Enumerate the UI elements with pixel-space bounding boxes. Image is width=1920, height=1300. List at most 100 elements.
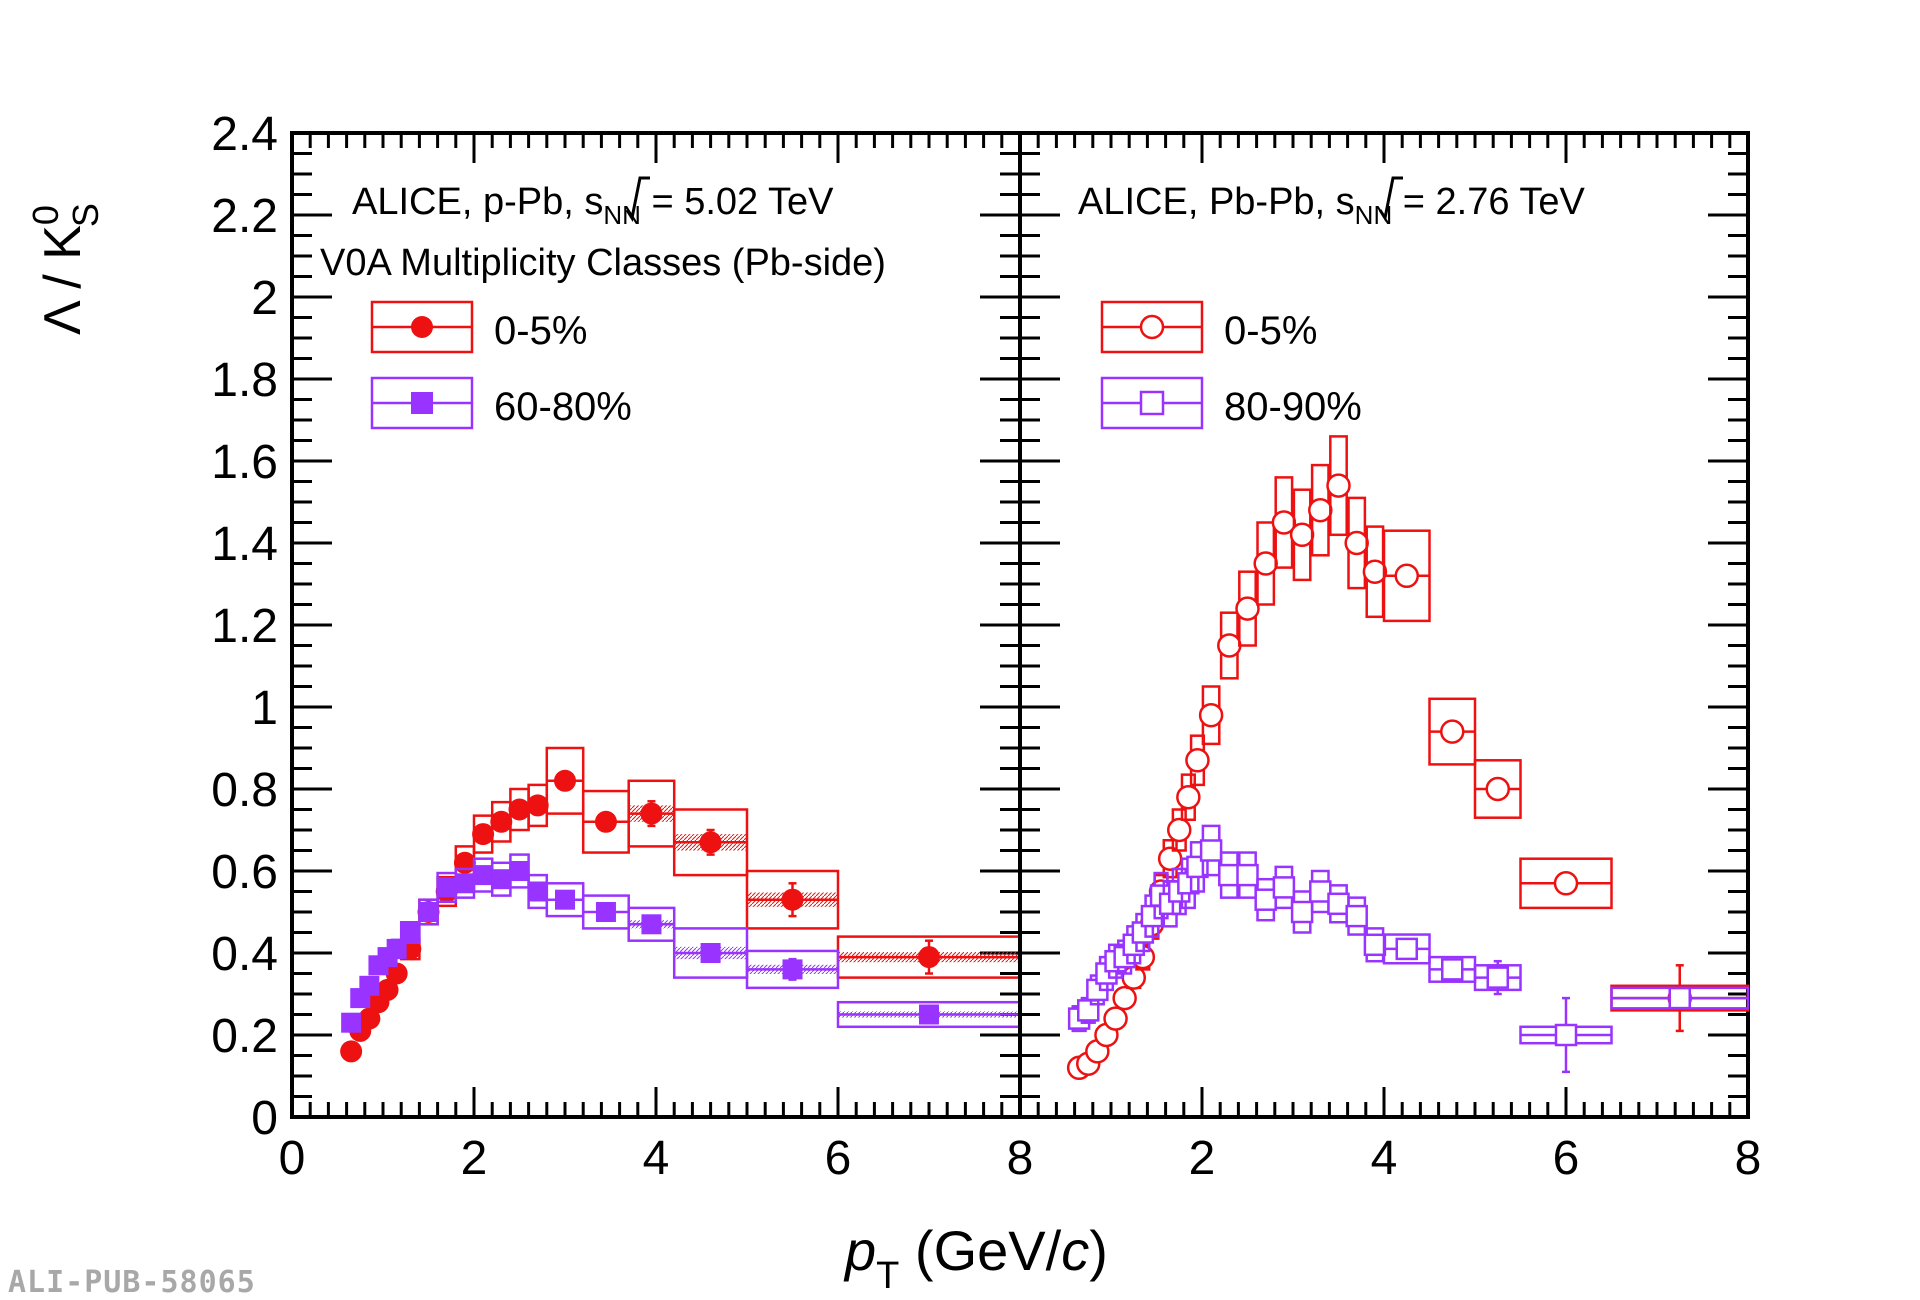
right-marker-80-90%-14 [1199, 839, 1223, 862]
ytick-label: 0.8 [211, 764, 278, 817]
left-marker-60-80%-0 [341, 1012, 362, 1033]
right-marker-0-5%-27 [1553, 871, 1579, 896]
x-axis-title-main: p [843, 1219, 876, 1282]
left-marker-0-5%-14 [554, 769, 576, 792]
left-legend-marker-1 [411, 392, 433, 414]
left-marker-60-80%-9 [454, 873, 475, 894]
left-marker-0-5%-17 [699, 831, 722, 854]
left-marker-0-5%-9 [453, 851, 476, 874]
right-marker-80-90%-27 [1554, 1023, 1578, 1047]
right-marker-80-90%-23 [1363, 933, 1387, 957]
left-xtick-label: 2 [461, 1132, 488, 1185]
right-xtick-label: 4 [1371, 1132, 1398, 1185]
left-marker-60-80%-16 [641, 914, 662, 935]
right-sqrt-sign [1378, 176, 1403, 222]
left-marker-60-80%-11 [491, 869, 512, 890]
left-marker-60-80%-7 [418, 902, 439, 922]
panel-left: 0 2 4 6 8 0 0.2 0.4 0.6 0.8 1 1.2 1.4 1.6 1.8 2 2.2 2.4 [211, 108, 1033, 1185]
ytick-label: 2 [251, 272, 278, 325]
left-legend: 0-5% 60-80% [370, 300, 632, 430]
right-xtick-label: 2 [1189, 1132, 1216, 1185]
right-marker-0-5%-24 [1394, 563, 1419, 589]
x-axis-title: pT (GeV/c) [843, 1219, 1108, 1297]
left-xtick-label: 8 [1007, 1132, 1034, 1185]
right-xtick-label: 6 [1553, 1132, 1580, 1185]
right-legend-marker-0 [1139, 314, 1165, 340]
left-marker-0-5%-16 [640, 802, 663, 825]
right-marker-0-5%-15 [1217, 633, 1242, 658]
left-title-prefix: ALICE, p-Pb, [352, 181, 584, 223]
left-marker-0-5%-19 [918, 946, 940, 969]
y-axis-title-sub: S [65, 203, 106, 227]
left-marker-0-5%-2 [358, 1007, 381, 1030]
left-marker-0-5%-0 [340, 1040, 363, 1063]
right-marker-0-5%-22 [1344, 530, 1369, 556]
left-marker-0-5%-4 [376, 978, 399, 1001]
x-axis-title-unit-open: (GeV/ [899, 1219, 1061, 1282]
left-legend-marker-0 [411, 316, 433, 338]
ytick-label: 1 [251, 682, 278, 735]
right-title-suffix: = 2.76 TeV [1392, 181, 1585, 223]
left-panel-subtitle: V0A Multiplicity Classes (Pb-side) [320, 242, 886, 284]
left-marker-0-5%-13 [526, 794, 549, 817]
y-axis-title-sup: 0 [25, 205, 66, 225]
left-marker-60-80%-8 [436, 877, 457, 898]
right-marker-0-5%-25 [1440, 719, 1465, 744]
left-marker-60-80%-10 [473, 865, 494, 886]
right-marker-80-90%-16 [1236, 863, 1259, 887]
right-marker-0-5%-13 [1185, 748, 1210, 773]
left-marker-60-80%-18 [782, 959, 803, 980]
panel-right: 2 4 6 8 [1018, 131, 1762, 1185]
x-axis-title-unit-close: ) [1089, 1219, 1108, 1282]
ytick-label: 1.2 [211, 600, 278, 653]
left-marker-60-80%-2 [359, 975, 380, 996]
left-xtick-label: 4 [643, 1132, 670, 1185]
left-title-suffix: = 5.02 TeV [641, 181, 834, 223]
ytick-label: 2.4 [211, 108, 278, 161]
right-legend-label-1: 80-90% [1224, 385, 1362, 429]
left-marker-0-5%-12 [508, 798, 531, 821]
y-axis-title-main: Λ / K [34, 225, 92, 335]
right-marker-0-5%-5 [1112, 985, 1137, 1011]
left-xtick-label: 6 [825, 1132, 852, 1185]
y-axis-title: Λ / K0S [25, 203, 106, 335]
left-title-sqrt-s: s [584, 181, 603, 223]
right-marker-80-90%-19 [1290, 900, 1314, 924]
x-axis-title-unit-c: c [1061, 1219, 1089, 1282]
ytick-label: 0 [251, 1092, 278, 1145]
left-sqrt-sign [625, 176, 650, 222]
right-marker-80-90%-28 [1668, 986, 1691, 1010]
ytick-label: 1.4 [211, 518, 278, 571]
right-marker-80-90%-25 [1441, 958, 1464, 981]
left-xtick-label: 0 [279, 1132, 306, 1185]
left-marker-60-80%-15 [595, 902, 616, 922]
left-marker-0-5%-18 [781, 888, 804, 911]
left-panel-title: ALICE, p-Pb, sNN = 5.02 TeV [352, 181, 834, 230]
right-marker-0-5%-12 [1176, 784, 1201, 810]
right-marker-80-90%-24 [1395, 937, 1418, 961]
right-title-prefix: ALICE, Pb-Pb, [1078, 181, 1336, 223]
right-marker-80-90%-18 [1272, 876, 1296, 899]
right-title-sqrt-s: s [1336, 181, 1355, 223]
right-marker-0-5%-14 [1198, 702, 1224, 728]
left-marker-0-5%-15 [594, 810, 617, 833]
ytick-label: 0.6 [211, 846, 278, 899]
ytick-label: 1.8 [211, 354, 278, 407]
right-legend-marker-1 [1139, 390, 1165, 416]
left-marker-60-80%-12 [509, 861, 530, 881]
right-xtick-label: 8 [1735, 1132, 1762, 1185]
right-marker-0-5%-26 [1485, 776, 1510, 802]
ytick-label: 2.2 [211, 190, 278, 243]
figure-id-watermark: ALI-PUB-58065 [8, 1265, 256, 1300]
left-marker-60-80%-14 [555, 889, 575, 910]
left-marker-0-5%-5 [385, 962, 408, 985]
right-marker-0-5%-4 [1103, 1006, 1128, 1031]
ytick-label: 1.6 [211, 436, 278, 489]
right-marker-0-5%-23 [1362, 559, 1388, 584]
left-marker-0-5%-10 [472, 823, 495, 846]
left-legend-label-1: 60-80% [494, 385, 632, 429]
left-marker-60-80%-17 [700, 943, 721, 963]
x-axis-title-sub: T [876, 1255, 899, 1297]
ytick-label: 0.2 [211, 1010, 278, 1063]
left-marker-60-80%-19 [919, 1004, 939, 1025]
